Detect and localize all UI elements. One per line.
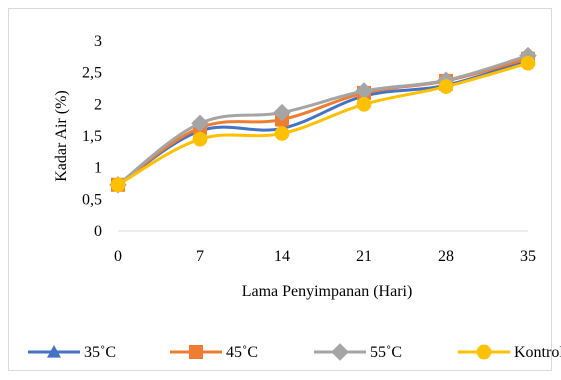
data-point	[274, 126, 290, 141]
series-kontrol	[110, 55, 536, 193]
y-tick-label: 0,5	[82, 191, 102, 208]
x-tick-label: 21	[356, 248, 372, 265]
y-axis-title: Kadar Air (%)	[53, 90, 70, 182]
data-point	[191, 114, 209, 133]
x-tick-label: 14	[274, 248, 290, 265]
y-tick-label: 2	[94, 96, 102, 113]
series-line	[117, 54, 529, 186]
legend-item: 35˚C	[28, 344, 116, 361]
data-point	[273, 103, 291, 122]
series-line	[117, 61, 529, 187]
y-tick-label: 3	[94, 33, 102, 50]
x-tick-label: 35	[520, 248, 536, 265]
data-point	[355, 82, 373, 100]
x-tick-label: 28	[438, 248, 454, 265]
legend: 35˚C 45˚C 55˚C Kontrol	[28, 343, 561, 361]
legend-marker	[331, 343, 349, 361]
x-axis-title: Lama Penyimpanan (Hari)	[242, 283, 413, 300]
legend-label: Kontrol	[514, 344, 561, 361]
y-tick-label: 2,5	[82, 65, 102, 82]
data-point	[356, 96, 372, 112]
legend-marker	[47, 345, 61, 358]
legend-label: 45˚C	[226, 344, 258, 361]
chart-area	[8, 8, 552, 371]
legend-label: 55˚C	[370, 344, 402, 361]
legend-marker	[189, 345, 203, 359]
data-point	[110, 177, 126, 193]
x-tick-label: 7	[196, 248, 204, 265]
data-point	[192, 131, 208, 147]
series-line	[117, 57, 529, 186]
y-tick-label: 1	[94, 160, 102, 177]
legend-item: 45˚C	[170, 344, 258, 361]
legend-label: 35˚C	[84, 344, 116, 361]
x-tick-label: 0	[114, 248, 122, 265]
data-point	[438, 79, 454, 94]
y-tick-label: 1,5	[82, 128, 102, 145]
legend-item: Kontrol	[458, 344, 561, 361]
series-line	[117, 58, 529, 187]
legend-marker	[476, 344, 492, 360]
y-tick-label: 0	[94, 223, 102, 240]
data-point	[520, 55, 536, 71]
legend-item: 55˚C	[314, 343, 402, 361]
